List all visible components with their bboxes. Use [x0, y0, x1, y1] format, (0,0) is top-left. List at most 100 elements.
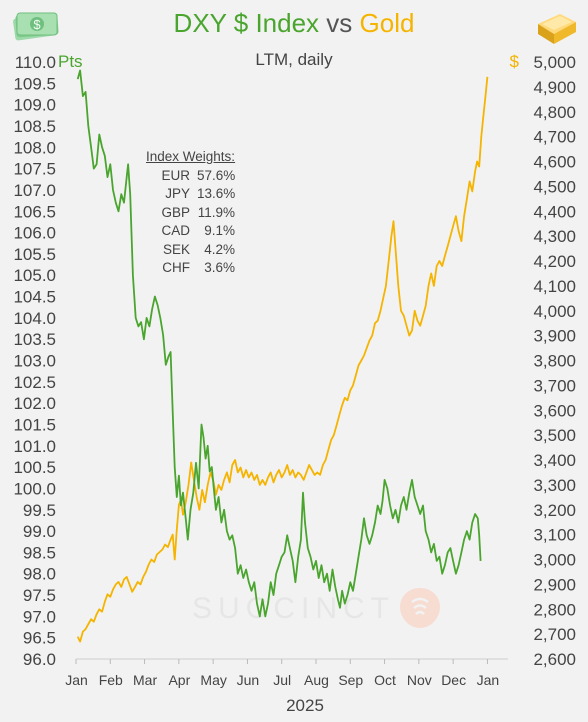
weight-percent: 11.9%: [197, 204, 235, 220]
left-tick-label: 96.5: [23, 629, 56, 648]
weight-row: JPY 13.6%: [146, 185, 235, 204]
money-stack-icon: $: [13, 12, 59, 41]
left-tick-label: 102.5: [13, 373, 56, 392]
right-tick-label: 4,100: [533, 277, 576, 296]
right-tick-label: 4,600: [533, 153, 576, 172]
right-tick-label: 4,500: [533, 177, 576, 196]
weight-currency: CAD: [161, 223, 190, 238]
left-tick-label: 106.5: [13, 202, 56, 221]
left-tick-label: 101.5: [13, 415, 56, 434]
x-tick-label: May: [200, 672, 226, 688]
left-tick-label: 106.0: [13, 224, 56, 243]
x-tick-label: Oct: [374, 672, 396, 688]
series-line-dxy: [76, 69, 482, 618]
weight-percent: 3.6%: [204, 260, 235, 275]
right-tick-label: 2,900: [533, 575, 576, 594]
right-tick-label: 3,400: [533, 451, 576, 470]
right-tick-label: 3,900: [533, 327, 576, 346]
left-tick-label: 109.5: [13, 74, 56, 93]
right-tick-label: 3,300: [533, 476, 576, 495]
left-tick-label: 97.5: [23, 586, 56, 605]
left-tick-label: 109.0: [13, 96, 56, 115]
x-tick-label: Apr: [168, 672, 190, 688]
left-tick-label: 110.0: [15, 53, 56, 72]
weight-row: CAD 9.1%: [146, 222, 235, 241]
left-tick-label: 107.0: [13, 181, 56, 200]
left-tick-label: 105.0: [13, 266, 56, 285]
right-tick-label: 4,000: [533, 302, 576, 321]
weight-currency: SEK: [162, 241, 190, 257]
right-tick-label: 2,600: [533, 650, 576, 669]
left-tick-label: 97.0: [23, 607, 56, 626]
left-tick-label: 96.0: [23, 650, 56, 669]
weight-percent: 13.6%: [197, 186, 236, 201]
series-line-gold: [76, 76, 489, 643]
x-tick-label: Aug: [304, 672, 329, 688]
right-axis: 2,600 2,700 2,800 2,900 3,000 3,100 3,200 3,300…: [533, 53, 576, 669]
chart-subtitle: LTM, daily: [255, 50, 333, 69]
right-tick-label: 4,200: [533, 252, 576, 271]
right-tick-label: 4,300: [533, 227, 576, 246]
x-tick-label: Nov: [407, 672, 432, 688]
right-tick-label: 2,800: [533, 600, 576, 619]
index-weights: Index Weights: EUR 57.6% JPY 13.6% GBP 11.9…: [146, 148, 235, 278]
watermark-text: SUCCINCT: [192, 592, 395, 625]
x-tick-label: Mar: [133, 672, 157, 688]
weight-row: CHF 3.6%: [146, 259, 235, 278]
left-tick-label: 98.0: [23, 565, 56, 584]
x-axis: Jan Feb Mar Apr May Jun Jul Aug Sep Oct Nov Dec Jan: [65, 658, 508, 688]
left-tick-label: 104.0: [13, 309, 56, 328]
weight-row: GBP 11.9%: [146, 204, 235, 223]
x-tick-label: Dec: [441, 672, 466, 688]
weight-percent: 57.6%: [197, 167, 236, 183]
right-tick-label: 4,900: [533, 78, 576, 97]
x-tick-label: Jun: [237, 672, 260, 688]
right-tick-label: 3,100: [533, 526, 576, 545]
svg-text:$: $: [33, 17, 41, 32]
title-vs: vs: [319, 8, 360, 38]
left-tick-label: 108.5: [13, 117, 56, 136]
left-tick-label: 98.5: [23, 543, 56, 562]
left-tick-label: 104.5: [13, 288, 56, 307]
watermark: SUCCINCT: [192, 588, 440, 628]
title-dxy: DXY $ Index: [173, 8, 320, 38]
left-tick-label: 105.5: [13, 245, 56, 264]
left-tick-label: 108.0: [13, 138, 56, 157]
succinct-logo-icon: [400, 588, 440, 628]
left-tick-label: 102.0: [13, 394, 56, 413]
left-tick-label: 100.5: [13, 458, 56, 477]
right-tick-label: 3,700: [533, 376, 576, 395]
weight-currency: EUR: [161, 167, 190, 183]
left-tick-label: 100.0: [13, 479, 56, 498]
right-tick-label: 2,700: [533, 625, 576, 644]
chart-title: DXY $ Index vs Gold: [0, 8, 588, 39]
left-tick-label: 99.0: [23, 522, 56, 541]
left-axis-unit: Pts: [58, 52, 83, 71]
right-tick-label: 4,400: [533, 202, 576, 221]
left-tick-label: 103.0: [13, 352, 56, 371]
right-tick-label: 4,700: [533, 128, 576, 147]
right-tick-label: 3,000: [533, 551, 576, 570]
right-tick-label: 3,500: [533, 426, 576, 445]
weight-row: EUR 57.6%: [146, 167, 235, 186]
left-tick-label: 107.5: [13, 160, 56, 179]
x-tick-label: Jul: [273, 672, 291, 688]
right-axis-unit: $: [510, 52, 520, 71]
weights-title: Index Weights:: [146, 149, 236, 164]
weight-currency: GBP: [161, 204, 190, 220]
right-tick-label: 3,800: [533, 352, 576, 371]
x-tick-label: Sep: [338, 672, 363, 688]
weight-percent: 9.1%: [204, 223, 235, 238]
gold-bar-icon: [538, 14, 576, 44]
x-tick-label: Feb: [99, 672, 123, 688]
weight-currency: CHF: [162, 260, 190, 275]
x-tick-label: Jan: [65, 672, 88, 688]
weight-currency: JPY: [165, 186, 190, 201]
right-tick-label: 3,600: [533, 401, 576, 420]
left-tick-label: 101.0: [13, 437, 56, 456]
right-tick-label: 4,800: [533, 103, 576, 122]
x-axis-label: 2025: [286, 696, 324, 715]
right-tick-label: 5,000: [533, 53, 576, 72]
title-gold: Gold: [359, 8, 415, 38]
